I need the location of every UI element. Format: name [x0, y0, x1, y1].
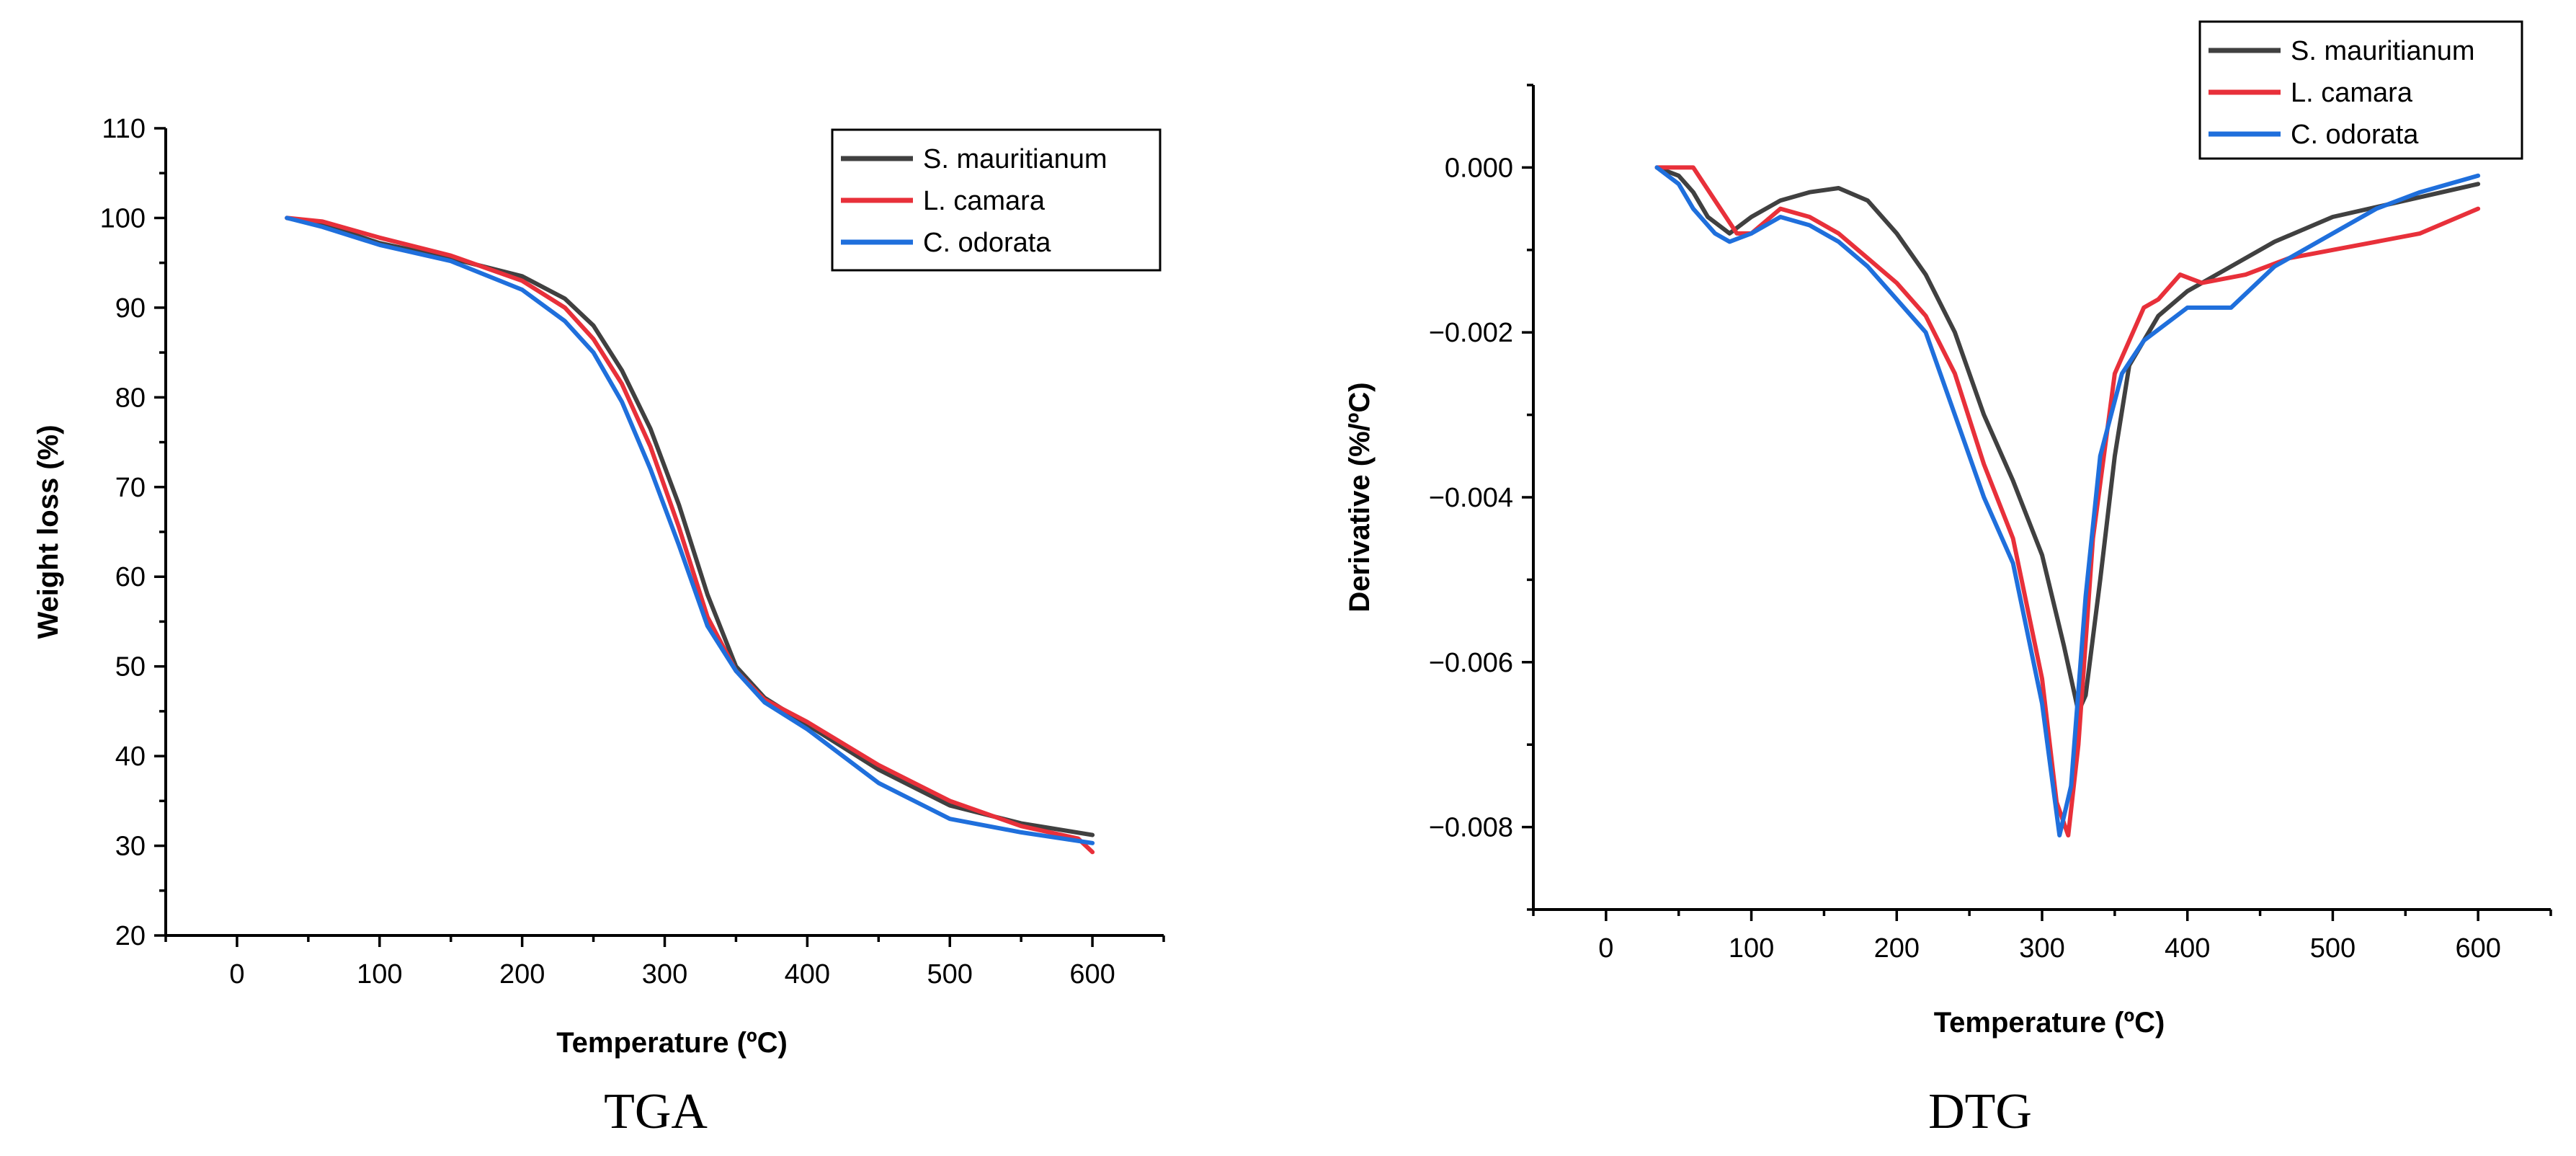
- dtg-caption: DTG: [1928, 1084, 2032, 1139]
- tga-series-c-odorata: [285, 215, 1095, 845]
- tga-x-tick-label: 600: [1069, 959, 1115, 990]
- tga-y-tick-label: 80: [115, 383, 146, 413]
- tga-series-l-camara: [285, 215, 1095, 855]
- dtg-x-tick-label: 0: [1598, 933, 1613, 964]
- tga-x-tick-label: 400: [785, 959, 830, 990]
- dtg-x-axis-label: Temperature (ºC): [1934, 1007, 2165, 1039]
- tga-chart: 0 100 200 300 400 500 600 20 30 40 50 60 70 80 90 100 11…: [32, 114, 1165, 1139]
- dtg-y-tick-label: −0.008: [1429, 813, 1513, 843]
- dtg-y-tick-label: −0.006: [1429, 648, 1513, 678]
- tga-x-axis-label: Temperature (ºC): [556, 1027, 788, 1059]
- dtg-y-axis-label: Derivative (%/ºC): [1344, 382, 1376, 612]
- dtg-series-s-mauritianum: [1654, 165, 2481, 714]
- tga-x-tick-label: 0: [229, 959, 244, 990]
- tga-y-tick-label: 70: [115, 473, 146, 503]
- tga-series-s-mauritianum: [285, 215, 1095, 837]
- dtg-chart: 0 100 200 300 400 500 600 −0.008 −0.006 −0.004 −0.…: [1344, 20, 2552, 1139]
- dtg-x-tick-label: 500: [2310, 933, 2356, 964]
- dtg-series-c-odorata: [1654, 165, 2481, 837]
- tga-y-tick-label: 50: [115, 652, 146, 683]
- tga-y-tick-label: 30: [115, 832, 146, 862]
- tga-y-axis-label: Weight loss (%): [32, 424, 64, 639]
- tga-legend: S. mauritianum L. camara C. odorata: [831, 128, 1162, 272]
- tga-x-tick-label: 100: [357, 959, 402, 990]
- dtg-x-tick-label: 200: [1874, 933, 1920, 964]
- tga-y-tick-label: 100: [100, 203, 146, 234]
- dtg-y-tick-label: 0.000: [1445, 153, 1513, 183]
- dtg-legend: S. mauritianum L. camara C. odorata: [2198, 20, 2523, 160]
- dtg-x-tick-label: 300: [2019, 933, 2064, 964]
- tga-legend-label: L. camara: [923, 186, 1046, 216]
- dtg-legend-label: S. mauritianum: [2291, 36, 2475, 66]
- tga-x-tick-label: 300: [642, 959, 687, 990]
- dtg-series-l-camara: [1654, 165, 2481, 837]
- tga-y-tick-label: 90: [115, 293, 146, 324]
- dtg-legend-label: C. odorata: [2291, 120, 2419, 150]
- tga-y-tick-label: 110: [102, 114, 146, 144]
- tga-y-tick-label: 60: [115, 562, 146, 592]
- tga-legend-label: C. odorata: [923, 228, 1051, 258]
- dtg-y-tick-label: −0.004: [1429, 483, 1513, 513]
- dtg-y-tick-label: −0.002: [1429, 318, 1513, 348]
- dtg-legend-label: L. camara: [2291, 78, 2413, 108]
- tga-caption: TGA: [604, 1084, 708, 1139]
- tga-x-tick-label: 200: [499, 959, 545, 990]
- tga-y-tick-label: 40: [115, 742, 146, 772]
- tga-x-tick-label: 500: [927, 959, 973, 990]
- tga-legend-label: S. mauritianum: [923, 144, 1107, 174]
- dtg-x-tick-label: 400: [2165, 933, 2210, 964]
- tga-y-tick-label: 20: [115, 921, 146, 951]
- dtg-x-tick-label: 100: [1729, 933, 1774, 964]
- dtg-x-tick-label: 600: [2455, 933, 2500, 964]
